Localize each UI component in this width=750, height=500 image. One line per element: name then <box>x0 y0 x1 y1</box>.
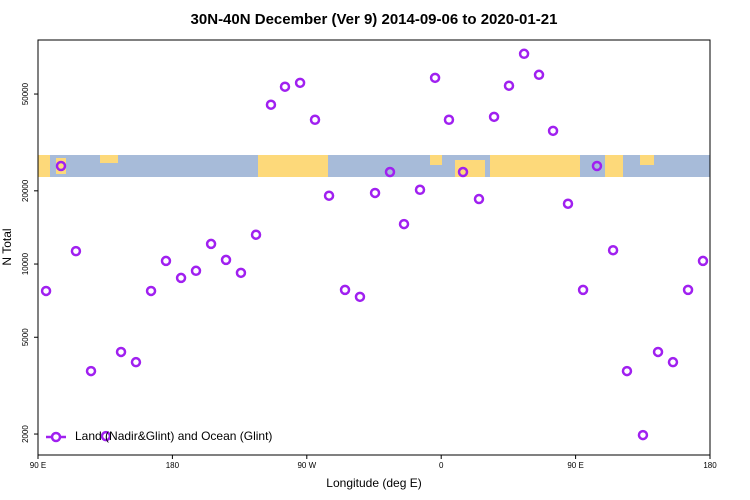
y-tick-label: 10000 <box>21 252 30 275</box>
point <box>607 244 619 256</box>
point <box>384 166 396 178</box>
x-tick-label: 90 E <box>567 461 583 470</box>
point <box>339 284 351 296</box>
point <box>130 356 142 368</box>
x-tick-label: 180 <box>703 461 717 470</box>
point <box>279 81 291 92</box>
point <box>235 267 247 279</box>
point <box>591 160 603 172</box>
point <box>533 69 545 81</box>
point <box>369 187 381 199</box>
point <box>518 48 530 60</box>
x-tick-label: 180 <box>166 461 180 470</box>
point <box>398 218 410 230</box>
point <box>250 229 262 240</box>
point <box>488 111 500 123</box>
x-tick-label: 0 <box>439 461 444 470</box>
map-strip <box>38 155 710 177</box>
point <box>547 125 559 137</box>
point <box>205 238 217 250</box>
point <box>503 80 515 91</box>
point <box>414 184 426 196</box>
point <box>220 254 232 266</box>
y-axis-label: N Total <box>0 228 14 265</box>
point <box>637 429 649 441</box>
point <box>354 291 366 303</box>
point <box>145 285 157 297</box>
point <box>577 284 589 296</box>
chart-title: 30N-40N December (Ver 9) 2014-09-06 to 2… <box>191 11 558 28</box>
legend-label: Land (Nadir&Glint) and Ocean (Glint) <box>75 429 272 443</box>
point <box>667 356 679 368</box>
point <box>562 198 574 209</box>
point <box>697 255 709 267</box>
plot-frame <box>37 39 711 456</box>
point <box>457 166 469 178</box>
point <box>621 365 633 377</box>
y-tick-label: 20000 <box>21 179 30 202</box>
point <box>190 265 202 277</box>
point <box>70 245 82 257</box>
x-tick-label: 90 W <box>297 461 316 470</box>
y-tick-label: 50000 <box>21 82 30 105</box>
point <box>682 284 694 296</box>
point <box>175 272 187 284</box>
point <box>55 160 67 172</box>
point <box>652 346 664 358</box>
point <box>85 365 97 377</box>
legend-marker <box>50 431 62 443</box>
point <box>323 190 335 201</box>
y-tick-label: 5000 <box>21 328 30 346</box>
point <box>473 193 485 205</box>
point <box>429 72 441 84</box>
x-axis-label: Longitude (deg E) <box>326 476 421 490</box>
point <box>160 255 172 267</box>
point <box>309 114 321 125</box>
point <box>265 99 277 110</box>
point <box>40 285 52 297</box>
point <box>294 77 306 89</box>
point <box>100 430 112 442</box>
point <box>443 114 455 125</box>
point <box>115 346 127 358</box>
y-tick-label: 2000 <box>21 425 30 443</box>
x-tick-label: 90 E <box>30 461 46 470</box>
